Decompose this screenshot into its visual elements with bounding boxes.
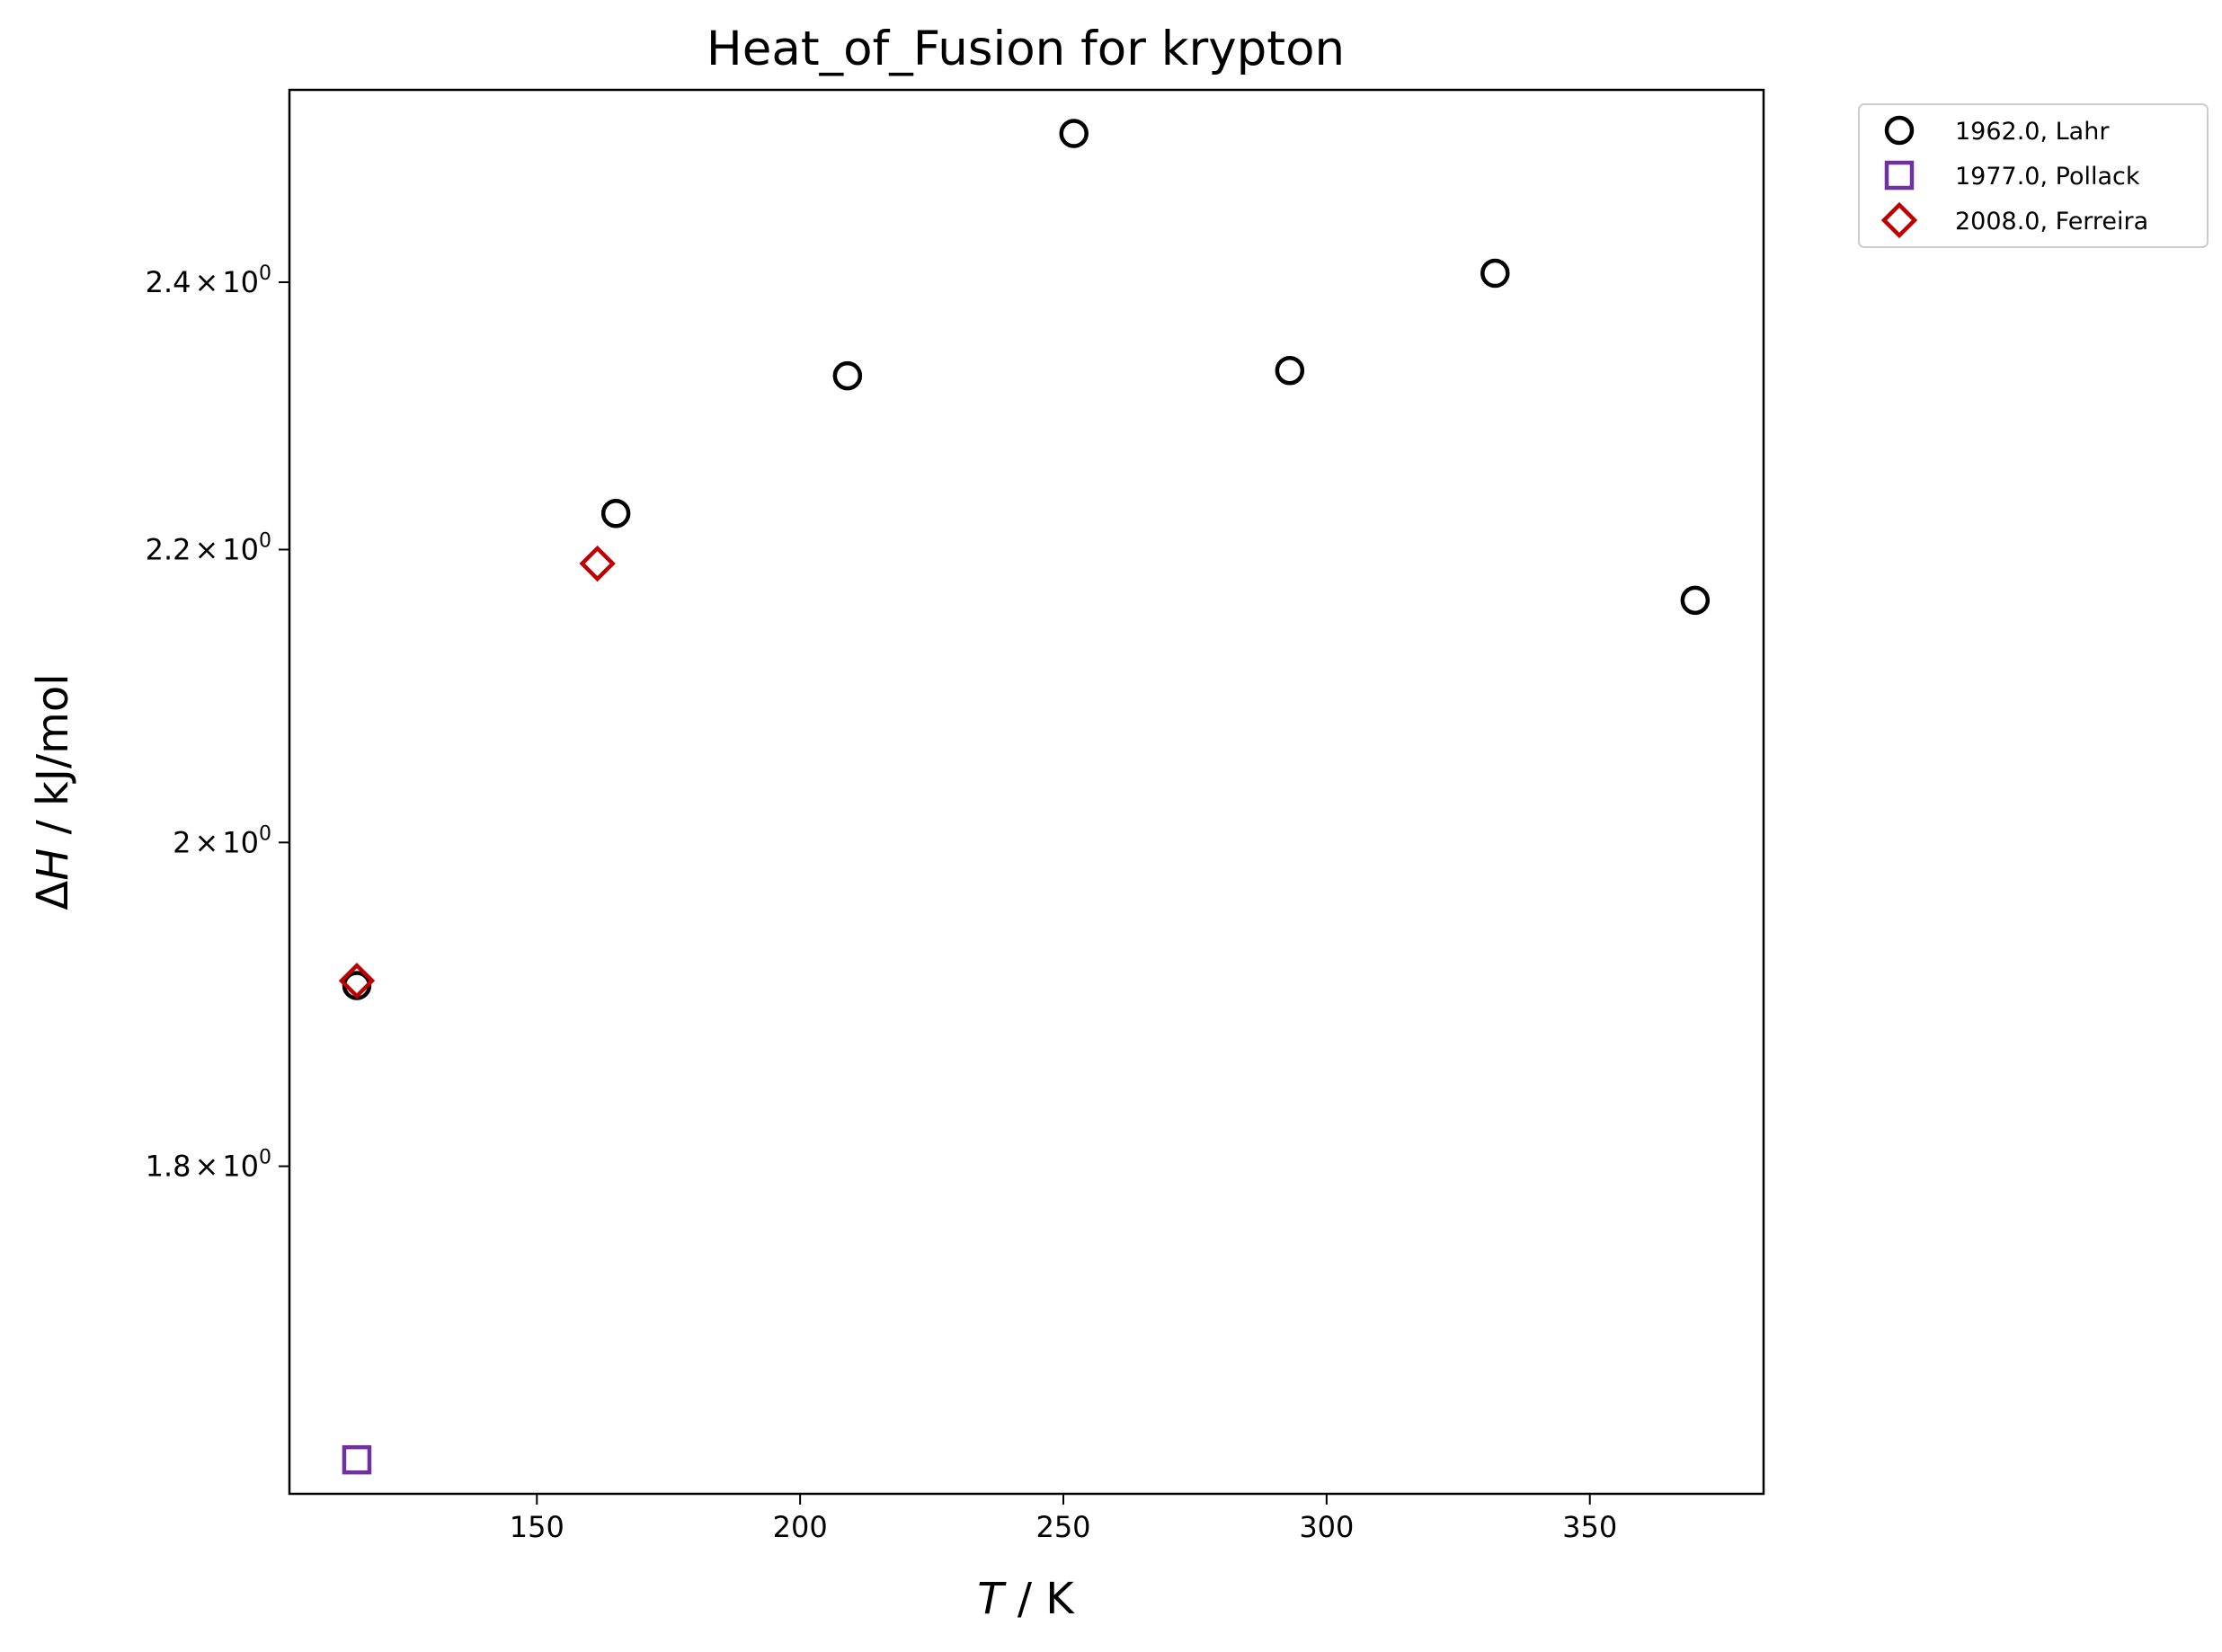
legend-marker-diamond	[1880, 201, 1918, 239]
x-axis-symbol: T	[977, 1574, 1007, 1624]
y-tick-label: 2.4 × 100	[146, 262, 271, 299]
data-point	[1275, 355, 1305, 386]
y-tick-exponent: 0	[259, 262, 271, 285]
y-tick-times: ×	[194, 1150, 218, 1184]
legend-label: 1962.0, Lahr	[1955, 118, 2110, 146]
y-tick-mantissa: 2.2	[146, 532, 191, 566]
y-tick-times: ×	[194, 825, 218, 859]
data-point	[1059, 119, 1089, 148]
x-tick-label: 350	[1562, 1510, 1617, 1544]
legend-label: 2008.0, Ferreira	[1955, 208, 2148, 235]
x-axis-unit: / K	[1004, 1574, 1076, 1624]
data-point	[1680, 585, 1711, 616]
data-point	[579, 545, 616, 582]
y-axis-unit: / kJ/mol	[28, 673, 78, 848]
chart-title: Heat_of_Fusion for krypton	[707, 22, 1345, 76]
x-axis-title: T / K	[977, 1574, 1075, 1624]
y-tick-times: ×	[194, 532, 218, 566]
y-tick-exponent: 0	[259, 1147, 271, 1169]
y-tick-mantissa: 1.8	[146, 1150, 191, 1184]
series-square	[342, 1444, 372, 1475]
y-axis-symbol: H	[28, 848, 78, 881]
series-diamond	[338, 545, 616, 999]
x-tick-label: 250	[1035, 1510, 1090, 1544]
data-point	[832, 360, 863, 391]
y-tick-mantissa: 2	[173, 825, 191, 859]
series-circle	[342, 119, 1711, 1000]
legend: 1962.0, Lahr 1977.0, Pollack 2008.0, Ferre…	[1858, 103, 2209, 248]
data-point	[342, 1444, 372, 1475]
legend-marker-circle	[1884, 115, 1915, 146]
y-tick-base: 10	[222, 825, 259, 859]
data-point	[600, 499, 631, 528]
y-axis-prefix: Δ	[28, 881, 78, 910]
x-tick-label: 200	[773, 1510, 828, 1544]
x-tick-label: 300	[1299, 1510, 1354, 1544]
legend-label: 1977.0, Pollack	[1955, 163, 2140, 191]
y-tick-exponent: 0	[259, 529, 271, 552]
y-axis-title: ΔH / kJ/mol	[28, 673, 78, 910]
x-tick-label: 150	[510, 1510, 564, 1544]
y-tick-times: ×	[194, 265, 218, 299]
y-tick-base: 10	[222, 265, 259, 299]
y-tick-base: 10	[222, 1150, 259, 1184]
data-point	[1480, 258, 1510, 289]
y-tick-label: 1.8 × 100	[146, 1147, 271, 1184]
legend-marker-square	[1884, 160, 1915, 191]
y-tick-label: 2 × 100	[173, 822, 271, 859]
y-tick-label: 2.2 × 100	[146, 529, 271, 566]
y-tick-exponent: 0	[259, 822, 271, 845]
plot-frame	[288, 88, 1765, 1496]
y-tick-base: 10	[222, 532, 259, 566]
y-tick-mantissa: 2.4	[146, 265, 191, 299]
legend-frame	[1858, 103, 2209, 248]
data-point	[338, 962, 376, 999]
